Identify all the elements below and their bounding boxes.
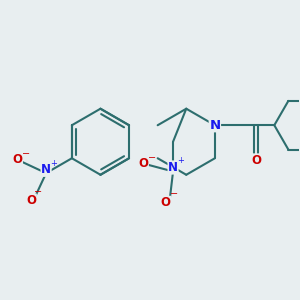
Text: O: O: [138, 157, 148, 170]
Text: −: −: [34, 187, 43, 197]
Text: O: O: [12, 153, 22, 167]
Text: N: N: [168, 161, 178, 174]
Text: N: N: [41, 163, 51, 176]
Text: N: N: [209, 119, 220, 132]
Text: −: −: [148, 153, 156, 163]
Text: O: O: [251, 154, 262, 167]
Text: O: O: [26, 194, 36, 207]
Text: −: −: [170, 189, 178, 199]
Text: +: +: [50, 159, 57, 168]
Text: +: +: [178, 156, 184, 165]
Text: −: −: [22, 149, 30, 159]
Text: O: O: [161, 196, 171, 209]
